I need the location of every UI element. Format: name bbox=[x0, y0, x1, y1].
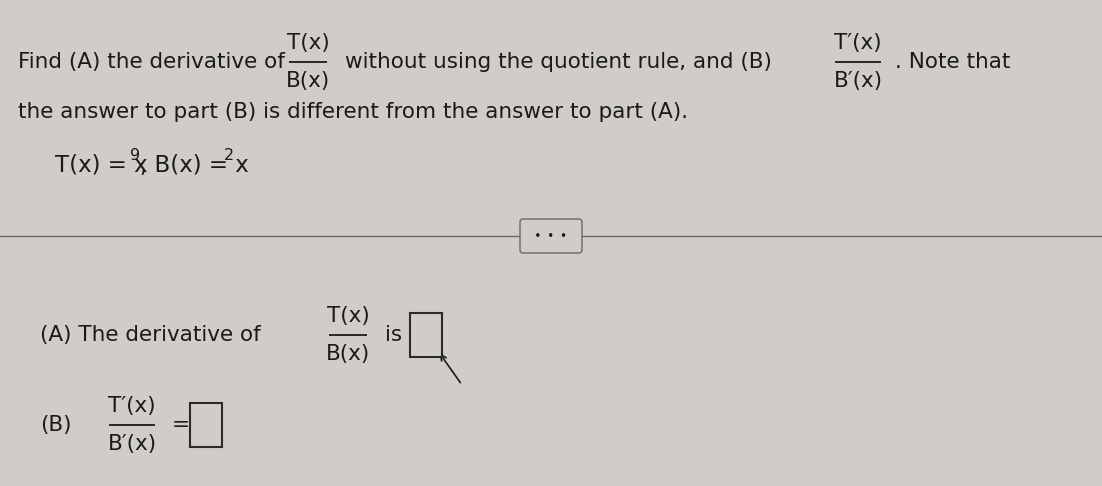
Text: Find (A) the derivative of: Find (A) the derivative of bbox=[18, 52, 285, 72]
Text: is: is bbox=[385, 325, 402, 345]
Text: (B): (B) bbox=[40, 415, 72, 435]
Text: , B(x) = x: , B(x) = x bbox=[140, 154, 249, 176]
Text: the answer to part (B) is different from the answer to part (A).: the answer to part (B) is different from… bbox=[18, 102, 688, 122]
Text: T′(x): T′(x) bbox=[108, 396, 155, 416]
Text: •  •  •: • • • bbox=[528, 231, 574, 241]
FancyBboxPatch shape bbox=[520, 219, 582, 253]
Text: B′(x): B′(x) bbox=[107, 434, 156, 454]
Text: B(x): B(x) bbox=[285, 71, 331, 91]
Text: T(x) = x: T(x) = x bbox=[55, 154, 148, 176]
Bar bbox=[190, 403, 222, 447]
Text: B(x): B(x) bbox=[326, 344, 370, 364]
Text: . Note that: . Note that bbox=[895, 52, 1011, 72]
Text: (A) The derivative of: (A) The derivative of bbox=[40, 325, 261, 345]
Text: =: = bbox=[172, 415, 190, 435]
Text: 2: 2 bbox=[225, 148, 235, 163]
Text: 9: 9 bbox=[130, 148, 140, 163]
Text: B′(x): B′(x) bbox=[833, 71, 883, 91]
Text: T(x): T(x) bbox=[287, 33, 329, 53]
Text: T(x): T(x) bbox=[326, 306, 369, 326]
Text: T′(x): T′(x) bbox=[834, 33, 882, 53]
Text: without using the quotient rule, and (B): without using the quotient rule, and (B) bbox=[345, 52, 771, 72]
Bar bbox=[410, 313, 442, 357]
